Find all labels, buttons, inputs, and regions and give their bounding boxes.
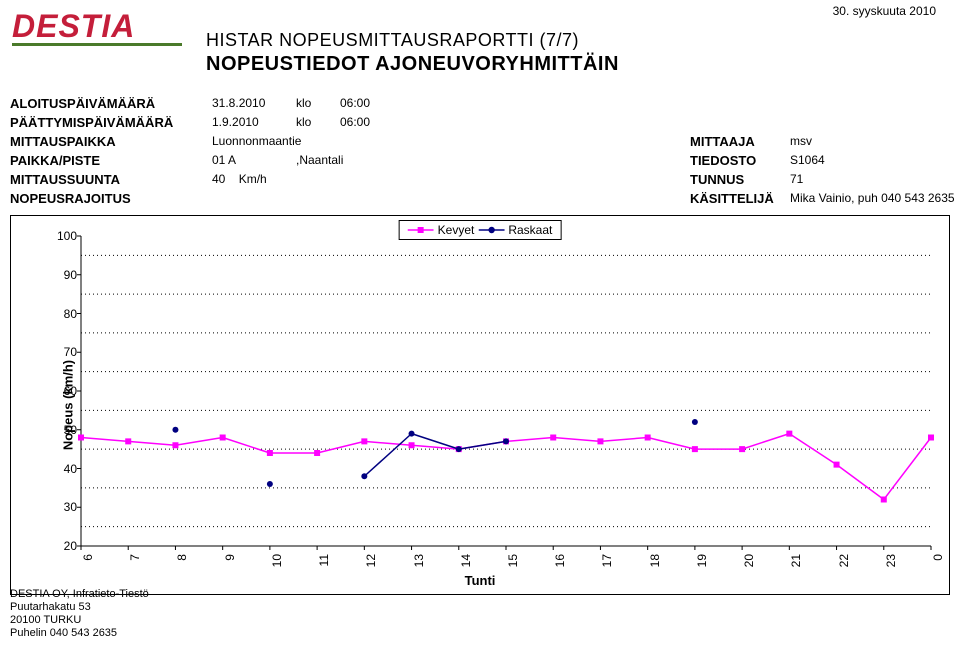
value-processor: Mika Vainio, puh 040 543 2635 xyxy=(790,189,955,208)
footer-line-1: DESTIA OY, Infratieto-Tiestö xyxy=(10,588,149,601)
y-tick-label: 60 xyxy=(55,384,77,398)
x-tick-label: 14 xyxy=(459,554,473,584)
value-end-date: 1.9.2010 xyxy=(212,113,301,132)
x-tick-label: 20 xyxy=(742,554,756,584)
y-tick-label: 80 xyxy=(55,307,77,321)
value-speedlimit: 40 xyxy=(212,172,225,186)
x-tick-label: 16 xyxy=(553,554,567,584)
value-point: 01 A xyxy=(212,151,301,170)
y-tick-label: 50 xyxy=(55,423,77,437)
label-start-date: ALOITUSPÄIVÄMÄÄRÄ xyxy=(10,94,173,113)
meta-left-values: 31.8.2010 1.9.2010 Luonnonmaantie 01 A 4… xyxy=(212,94,301,189)
x-tick-label: 19 xyxy=(695,554,709,584)
report-date: 30. syyskuuta 2010 xyxy=(833,4,936,18)
x-tick-label: 15 xyxy=(506,554,520,584)
label-operator: MITTAAJA xyxy=(690,132,774,151)
x-tick-label: 7 xyxy=(128,554,142,584)
klo-label-1: klo xyxy=(296,94,343,113)
logo-text: DESTIA xyxy=(12,8,182,45)
x-tick-label: 0 xyxy=(931,554,945,584)
x-tick-label: 18 xyxy=(648,554,662,584)
label-point: PAIKKA/PISTE xyxy=(10,151,173,170)
klo-value-1: 06:00 xyxy=(340,94,370,113)
value-location: Luonnonmaantie xyxy=(212,132,301,151)
x-tick-label: 8 xyxy=(175,554,189,584)
chart-plot-area xyxy=(81,236,931,546)
label-speedlimit: NOPEUSRAJOITUS xyxy=(10,189,173,208)
x-tick-label: 11 xyxy=(317,554,331,584)
footer-line-3: 20100 TURKU xyxy=(10,614,149,627)
y-tick-label: 90 xyxy=(55,268,77,282)
y-tick-label: 70 xyxy=(55,345,77,359)
footer-line-2: Puutarhakatu 53 xyxy=(10,601,149,614)
klo-value-2: 06:00 xyxy=(340,113,370,132)
chart-x-axis-label: Tunti xyxy=(11,573,949,588)
title-line-1: HISTAR NOPEUSMITTAUSRAPORTTI (7/7) xyxy=(206,30,619,51)
klo-label-col: klo klo ,Naantali xyxy=(296,94,343,170)
x-tick-label: 13 xyxy=(412,554,426,584)
value-id: 71 xyxy=(790,170,955,189)
label-file: TIEDOSTO xyxy=(690,151,774,170)
y-tick-label: 20 xyxy=(55,539,77,553)
chart-frame: Nopeus (km/h) Tunti 20304050607080901006… xyxy=(10,215,950,595)
footer-line-4: Puhelin 040 543 2635 xyxy=(10,627,149,640)
x-tick-label: 17 xyxy=(600,554,614,584)
x-tick-label: 6 xyxy=(81,554,95,584)
klo-label-2: klo xyxy=(296,113,343,132)
x-tick-label: 10 xyxy=(270,554,284,584)
meta-right-values: msv S1064 71 Mika Vainio, puh 040 543 26… xyxy=(790,132,955,208)
label-direction: MITTAUSSUUNTA xyxy=(10,170,173,189)
y-tick-label: 100 xyxy=(55,229,77,243)
x-tick-label: 9 xyxy=(223,554,237,584)
x-tick-label: 23 xyxy=(884,554,898,584)
x-tick-label: 12 xyxy=(364,554,378,584)
value-speedlimit-unit: Km/h xyxy=(239,172,267,186)
value-start-date: 31.8.2010 xyxy=(212,94,301,113)
title-block: HISTAR NOPEUSMITTAUSRAPORTTI (7/7) NOPEU… xyxy=(206,30,619,76)
label-id: TUNNUS xyxy=(690,170,774,189)
label-end-date: PÄÄTTYMISPÄIVÄMÄÄRÄ xyxy=(10,113,173,132)
klo-value-col: 06:00 06:00 xyxy=(340,94,370,132)
x-tick-label: 21 xyxy=(789,554,803,584)
footer: DESTIA OY, Infratieto-Tiestö Puutarhakat… xyxy=(10,588,149,640)
value-file: S1064 xyxy=(790,151,955,170)
y-tick-label: 40 xyxy=(55,462,77,476)
value-point-extra: ,Naantali xyxy=(296,151,343,170)
meta-right-labels: MITTAAJA TIEDOSTO TUNNUS KÄSITTELIJÄ xyxy=(690,132,774,208)
value-operator: msv xyxy=(790,132,955,151)
x-tick-label: 22 xyxy=(837,554,851,584)
title-line-2: NOPEUSTIEDOT AJONEUVORYHMITTÄIN xyxy=(206,53,619,76)
label-processor: KÄSITTELIJÄ xyxy=(690,189,774,208)
y-tick-label: 30 xyxy=(55,500,77,514)
label-location: MITTAUSPAIKKA xyxy=(10,132,173,151)
logo: DESTIA xyxy=(12,8,182,46)
meta-left-labels: ALOITUSPÄIVÄMÄÄRÄ PÄÄTTYMISPÄIVÄMÄÄRÄ MI… xyxy=(10,94,173,208)
